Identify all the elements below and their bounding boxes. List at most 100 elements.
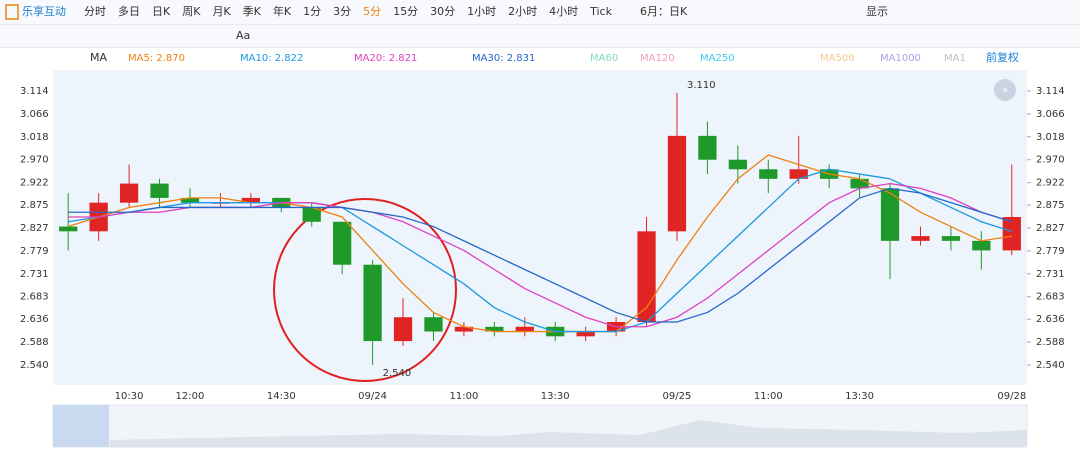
y-tick-label-right: 2.731 — [1036, 269, 1065, 280]
ma-legend[interactable]: MA1000 — [880, 53, 921, 64]
period-tab[interactable]: 1小时 — [467, 5, 496, 18]
period-tab[interactable]: Tick — [589, 5, 612, 18]
y-tick-label: 2.636 — [20, 314, 49, 325]
plot-bg — [53, 70, 1027, 385]
period-tab[interactable]: 15分 — [393, 5, 418, 18]
period-tab[interactable]: 2小时 — [508, 5, 537, 18]
period-tab[interactable]: 3分 — [333, 5, 351, 18]
period-tab[interactable]: 1分 — [303, 5, 321, 18]
period-tab[interactable]: 年K — [273, 4, 292, 18]
candle-body — [728, 159, 747, 170]
ma-legend[interactable]: MA60 — [590, 53, 618, 64]
candle-body — [911, 236, 930, 241]
ma-legend[interactable]: MA250 — [700, 53, 735, 64]
candle-body — [424, 317, 443, 332]
expand-icon: » — [1002, 85, 1008, 96]
ma-legend[interactable]: MA5: 2.870 — [128, 53, 185, 64]
candle-body — [789, 169, 808, 179]
y-tick-label: 2.827 — [20, 223, 49, 234]
y-tick-label-right: 3.114 — [1036, 86, 1065, 97]
period-tab[interactable]: 分时 — [84, 5, 106, 18]
ma-legend[interactable]: MA30: 2.831 — [472, 53, 535, 64]
x-tick-label: 12:00 — [176, 391, 205, 402]
candle-body — [241, 197, 260, 203]
candle-body — [759, 169, 778, 179]
ma-legend[interactable]: MA1 — [944, 53, 966, 64]
indicator-name[interactable]: MA — [90, 51, 107, 64]
period-tab[interactable]: 4小时 — [549, 5, 578, 18]
text-tool[interactable]: Aa — [236, 29, 250, 42]
min-marker: 2.540 — [383, 368, 412, 379]
y-tick-label-right: 3.066 — [1036, 109, 1065, 120]
navigator-area — [110, 420, 1027, 447]
y-tick-label-right: 2.875 — [1036, 200, 1065, 211]
ma-legend[interactable]: MA20: 2.821 — [354, 53, 417, 64]
x-tick-label: 11:00 — [449, 391, 478, 402]
y-tick-label-right: 2.970 — [1036, 155, 1065, 166]
y-tick-label: 2.540 — [20, 360, 49, 371]
candle-body — [1002, 217, 1021, 251]
brand[interactable]: 乐享互动 — [22, 4, 66, 18]
highlight-circle — [273, 198, 457, 382]
x-tick-label: 09/25 — [663, 391, 692, 402]
y-tick-label-right: 2.540 — [1036, 360, 1065, 371]
y-tick-label-right: 2.636 — [1036, 314, 1065, 325]
candle-body — [454, 326, 474, 332]
range-select[interactable]: 6月：日K — [640, 5, 688, 18]
candle-body — [880, 188, 900, 241]
period-tab[interactable]: 日K — [152, 5, 171, 18]
y-tick-label: 3.114 — [20, 86, 49, 97]
candle-body — [150, 183, 169, 198]
ma-line — [68, 168, 1012, 333]
candle-body — [59, 226, 78, 232]
y-tick-label: 2.875 — [20, 200, 49, 211]
x-tick-label: 13:30 — [845, 391, 874, 402]
candle-body — [972, 240, 991, 251]
period-tab[interactable]: 周K — [182, 5, 201, 18]
y-tick-label: 2.922 — [20, 178, 49, 189]
ma-legend[interactable]: MA500 — [820, 53, 855, 64]
x-tick-label: 10:30 — [115, 391, 144, 402]
period-tab[interactable]: 30分 — [430, 5, 455, 18]
y-tick-label: 3.066 — [20, 109, 49, 120]
candle-body — [393, 317, 413, 342]
candle-body — [363, 264, 382, 342]
period-tab[interactable]: 月K — [212, 5, 231, 18]
y-tick-label: 3.018 — [20, 132, 49, 143]
x-tick-label: 13:30 — [541, 391, 570, 402]
candle-body — [941, 236, 961, 241]
ma-legend[interactable]: MA10: 2.822 — [240, 53, 303, 64]
x-tick-label: 11:00 — [754, 391, 783, 402]
navigator-window[interactable] — [53, 405, 109, 447]
period-tab[interactable]: 季K — [243, 5, 262, 18]
max-marker: 3.110 — [687, 80, 716, 91]
y-tick-label: 2.731 — [20, 269, 49, 280]
display-button[interactable]: 显示 — [866, 5, 888, 18]
ma-line — [68, 187, 1012, 323]
candle-body — [576, 331, 595, 337]
adjust-button[interactable]: 前复权 — [986, 50, 1019, 64]
x-tick-label: 09/24 — [358, 391, 387, 402]
candle-body — [302, 207, 321, 222]
period-tab[interactable]: 5分 — [363, 5, 381, 18]
candle-body — [119, 183, 139, 203]
expand-button[interactable] — [994, 79, 1016, 101]
ma-legend[interactable]: MA120 — [640, 53, 675, 64]
y-tick-label-right: 2.683 — [1036, 292, 1065, 303]
x-tick-label: 14:30 — [267, 391, 296, 402]
candle-body — [698, 135, 717, 160]
y-tick-label-right: 2.922 — [1036, 178, 1065, 189]
period-tab[interactable]: 多日 — [118, 4, 140, 18]
y-tick-label: 2.779 — [20, 246, 49, 257]
x-tick-label: 09/28 — [997, 391, 1026, 402]
candle-body — [515, 326, 534, 332]
candle-body — [850, 178, 869, 189]
candle-body — [667, 135, 687, 232]
logo-icon — [5, 4, 19, 20]
y-tick-label-right: 2.588 — [1036, 337, 1065, 348]
y-tick-label-right: 2.827 — [1036, 223, 1065, 234]
y-tick-label-right: 2.779 — [1036, 246, 1065, 257]
candle-body — [333, 221, 352, 265]
candle-body — [180, 197, 200, 203]
